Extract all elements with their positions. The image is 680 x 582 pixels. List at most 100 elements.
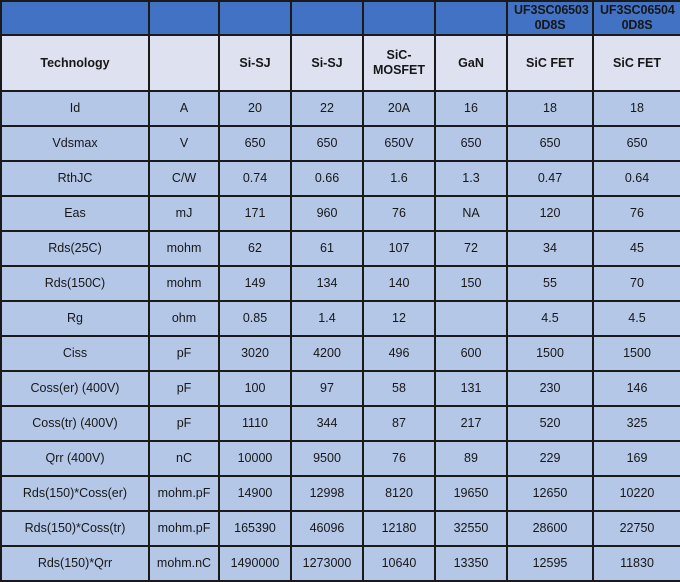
cell-sic_fet_2: 4.5 bbox=[592, 300, 680, 337]
cell-sic_fet_1: 12595 bbox=[506, 545, 594, 582]
cell-sic_mosfet: 58 bbox=[362, 370, 436, 407]
part-number-cell-gan bbox=[434, 0, 508, 36]
table-row: Rds(150)*Coss(tr) mohm.pF 165390 46096 12180… bbox=[0, 510, 680, 547]
part-number-cell-sic-fet-2: UF3SC06504 0D8S bbox=[592, 0, 680, 36]
cell-parameter-name: Qrr (400V) bbox=[0, 440, 150, 477]
cell-parameter-name: Eas bbox=[0, 195, 150, 232]
cell-sic_mosfet: 650V bbox=[362, 125, 436, 162]
technology-header-gan: GaN bbox=[434, 34, 508, 92]
cell-sic_fet_1: 120 bbox=[506, 195, 594, 232]
table-row: Coss(er) (400V) pF 100 97 58 131 230 146 bbox=[0, 370, 680, 407]
part-number-line-2: 0D8S bbox=[621, 18, 653, 32]
cell-sic_fet_2: 650 bbox=[592, 125, 680, 162]
cell-gan: NA bbox=[434, 195, 508, 232]
part-number-line-2: 0D8S bbox=[534, 18, 566, 32]
cell-si_sj_1: 0.85 bbox=[218, 300, 292, 337]
cell-si_sj_2: 12998 bbox=[290, 475, 364, 512]
cell-gan: 32550 bbox=[434, 510, 508, 547]
part-number-cell-si-sj-2 bbox=[290, 0, 364, 36]
technology-header-si-sj-1: Si-SJ bbox=[218, 34, 292, 92]
cell-sic_mosfet: 76 bbox=[362, 195, 436, 232]
cell-si_sj_2: 61 bbox=[290, 230, 364, 267]
cell-sic_mosfet: 76 bbox=[362, 440, 436, 477]
cell-unit: mohm.nC bbox=[148, 545, 220, 582]
cell-sic_fet_1: 229 bbox=[506, 440, 594, 477]
cell-si_sj_1: 149 bbox=[218, 265, 292, 302]
cell-si_sj_2: 4200 bbox=[290, 335, 364, 372]
cell-parameter-name: Rds(150C) bbox=[0, 265, 150, 302]
cell-si_sj_1: 171 bbox=[218, 195, 292, 232]
cell-sic_fet_2: 1500 bbox=[592, 335, 680, 372]
cell-si_sj_1: 3020 bbox=[218, 335, 292, 372]
cell-sic_fet_1: 520 bbox=[506, 405, 594, 442]
cell-sic_fet_2: 22750 bbox=[592, 510, 680, 547]
cell-sic_fet_2: 0.64 bbox=[592, 160, 680, 197]
cell-si_sj_2: 650 bbox=[290, 125, 364, 162]
cell-sic_fet_1: 230 bbox=[506, 370, 594, 407]
cell-unit: ohm bbox=[148, 300, 220, 337]
cell-unit: mohm.pF bbox=[148, 510, 220, 547]
cell-gan: 89 bbox=[434, 440, 508, 477]
cell-gan: 1.3 bbox=[434, 160, 508, 197]
part-number-cell-si-sj-1 bbox=[218, 0, 292, 36]
part-number-cell-sic-fet-1: UF3SC06503 0D8S bbox=[506, 0, 594, 36]
cell-unit: V bbox=[148, 125, 220, 162]
cell-si_sj_2: 134 bbox=[290, 265, 364, 302]
cell-parameter-name: Rds(150)*Coss(er) bbox=[0, 475, 150, 512]
cell-sic_fet_1: 34 bbox=[506, 230, 594, 267]
cell-parameter-name: Rds(25C) bbox=[0, 230, 150, 267]
part-number-line-1: UF3SC06503 bbox=[514, 3, 589, 18]
part-number-line-1: UF3SC06504 bbox=[600, 3, 675, 18]
cell-sic_fet_1: 18 bbox=[506, 90, 594, 127]
technology-header-label: Technology bbox=[0, 34, 150, 92]
cell-sic_fet_1: 0.47 bbox=[506, 160, 594, 197]
cell-unit: C/W bbox=[148, 160, 220, 197]
cell-unit: mohm bbox=[148, 265, 220, 302]
cell-si_sj_2: 46096 bbox=[290, 510, 364, 547]
cell-unit: mohm.pF bbox=[148, 475, 220, 512]
cell-sic_fet_1: 650 bbox=[506, 125, 594, 162]
cell-gan: 19650 bbox=[434, 475, 508, 512]
technology-header-sic-fet-2: SiC FET bbox=[592, 34, 680, 92]
cell-gan: 650 bbox=[434, 125, 508, 162]
table-row: Eas mJ 171 960 76 NA 120 76 bbox=[0, 195, 680, 232]
cell-sic_mosfet: 10640 bbox=[362, 545, 436, 582]
cell-parameter-name: Rg bbox=[0, 300, 150, 337]
table-row: Qrr (400V) nC 10000 9500 76 89 229 169 bbox=[0, 440, 680, 477]
cell-si_sj_2: 960 bbox=[290, 195, 364, 232]
cell-parameter-name: Rds(150)*Coss(tr) bbox=[0, 510, 150, 547]
cell-unit: nC bbox=[148, 440, 220, 477]
table-row: Rds(25C) mohm 62 61 107 72 34 45 bbox=[0, 230, 680, 267]
cell-parameter-name: Ciss bbox=[0, 335, 150, 372]
cell-sic_mosfet: 107 bbox=[362, 230, 436, 267]
header-row-technology: Technology Si-SJ Si-SJ SiC-MOSFET GaN Si… bbox=[0, 34, 680, 92]
table-row: Rds(150)*Qrr mohm.nC 1490000 1273000 10640 13… bbox=[0, 545, 680, 582]
cell-sic_fet_1: 28600 bbox=[506, 510, 594, 547]
cell-sic_mosfet: 87 bbox=[362, 405, 436, 442]
cell-gan: 72 bbox=[434, 230, 508, 267]
cell-sic_fet_2: 11830 bbox=[592, 545, 680, 582]
cell-si_sj_1: 20 bbox=[218, 90, 292, 127]
cell-gan: 150 bbox=[434, 265, 508, 302]
technology-header-sic-mosfet: SiC-MOSFET bbox=[362, 34, 436, 92]
cell-si_sj_1: 1110 bbox=[218, 405, 292, 442]
cell-gan bbox=[434, 300, 508, 337]
part-number-cell-sic-mosfet bbox=[362, 0, 436, 36]
cell-sic_fet_1: 1500 bbox=[506, 335, 594, 372]
cell-gan: 217 bbox=[434, 405, 508, 442]
cell-si_sj_1: 0.74 bbox=[218, 160, 292, 197]
technology-header-si-sj-2: Si-SJ bbox=[290, 34, 364, 92]
cell-parameter-name: Coss(er) (400V) bbox=[0, 370, 150, 407]
cell-gan: 600 bbox=[434, 335, 508, 372]
table-row: Id A 20 22 20A 16 18 18 bbox=[0, 90, 680, 127]
cell-sic_fet_2: 169 bbox=[592, 440, 680, 477]
cell-sic_fet_2: 18 bbox=[592, 90, 680, 127]
cell-unit: pF bbox=[148, 405, 220, 442]
cell-si_sj_1: 14900 bbox=[218, 475, 292, 512]
cell-unit: mohm bbox=[148, 230, 220, 267]
table-row: Rg ohm 0.85 1.4 12 4.5 4.5 bbox=[0, 300, 680, 337]
cell-sic_fet_2: 45 bbox=[592, 230, 680, 267]
cell-sic_fet_2: 76 bbox=[592, 195, 680, 232]
